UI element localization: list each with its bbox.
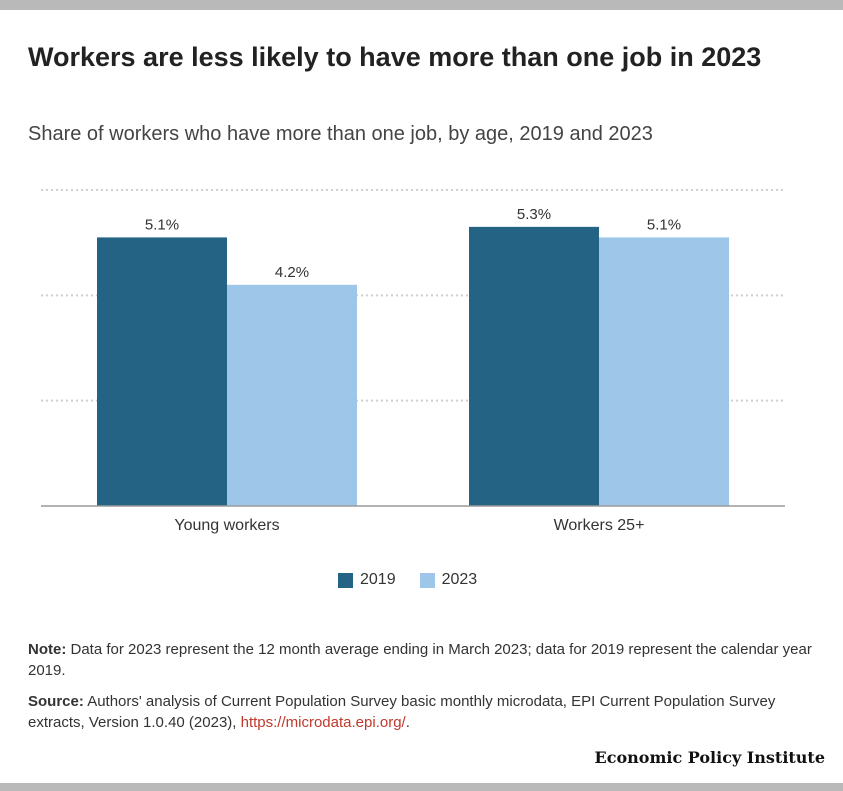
data-label: 5.1% — [647, 216, 681, 233]
source-link[interactable]: https://microdata.epi.org/ — [240, 714, 406, 731]
legend-item-2023: 2023 — [419, 571, 478, 589]
category-label: Workers 25+ — [554, 517, 645, 534]
legend-label-2023: 2023 — [441, 571, 478, 588]
chart-subtitle: Share of workers who have more than one … — [28, 123, 653, 145]
bar-chart: 5.1% 4.2% Young workers 5.3% 5.1% Workers 25+ — [41, 189, 785, 534]
bar-2023-1 — [599, 237, 729, 506]
top-border — [0, 0, 843, 10]
data-label: 4.2% — [275, 264, 309, 281]
data-label: 5.1% — [145, 216, 179, 233]
legend-swatch-2023 — [419, 572, 435, 588]
legend-swatch-2019 — [338, 572, 353, 588]
legend-item-2019: 2019 — [338, 571, 396, 589]
source: Source: Authors' analysis of Current Pop… — [28, 691, 818, 733]
bottom-border — [0, 783, 843, 791]
chart-title: Workers are less likely to have more tha… — [28, 42, 762, 72]
note-text: Data for 2023 represent the 12 month ave… — [28, 641, 812, 679]
epi-logo-text: Economic Policy Institute — [594, 748, 825, 767]
note-label: Note: — [28, 641, 67, 658]
source-end: . — [405, 714, 410, 731]
data-label: 5.3% — [517, 206, 551, 223]
category-label: Young workers — [174, 517, 279, 534]
source-label: Source: — [28, 693, 84, 710]
chart-legend: 2019 2023 — [338, 568, 501, 592]
bar-2019-1 — [469, 226, 599, 506]
legend-label-2019: 2019 — [360, 571, 396, 588]
bar-2019-0 — [97, 237, 227, 506]
source-text: Authors' analysis of Current Population … — [28, 693, 776, 731]
bar-2023-0 — [227, 284, 357, 506]
note: Note: Data for 2023 represent the 12 mon… — [28, 639, 818, 681]
